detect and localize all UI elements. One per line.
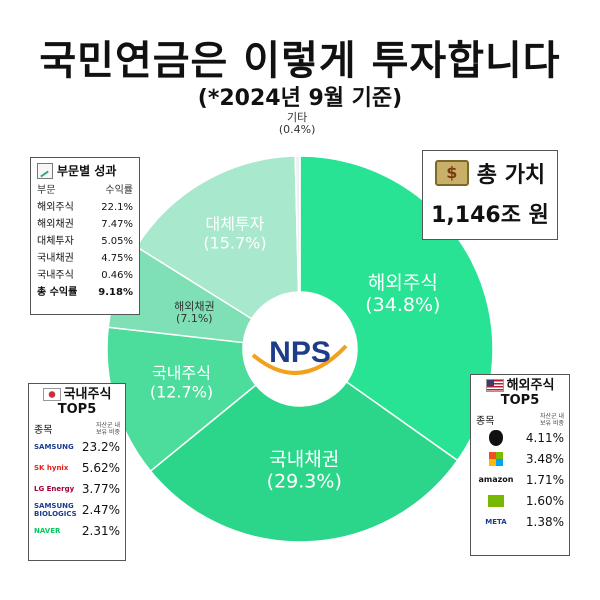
return: 7.47%	[101, 219, 133, 230]
samsung-logo: SAMSUNG	[34, 442, 74, 451]
sk-hynix-logo: SK hynix	[34, 463, 69, 472]
naver-logo: NAVER	[34, 526, 61, 535]
list-item: NAVER 2.31%	[34, 520, 120, 541]
page-subtitle: (*2024년 9월 기준)	[197, 86, 403, 111]
col-weight: 자산군 내 보유 비중	[540, 412, 564, 427]
performance-row: 해외주식 22.1%	[37, 199, 133, 216]
col-name: 종목	[34, 425, 53, 436]
microsoft-icon	[489, 451, 503, 466]
slice-label-value: (15.7%)	[203, 234, 266, 253]
weight: 3.77%	[81, 481, 120, 496]
total-value-header: $ 총 가치	[423, 157, 557, 189]
us-flag-icon	[485, 379, 504, 392]
korea-flag-icon	[42, 388, 61, 401]
slice-label-name: 해외채권	[174, 299, 214, 313]
list-item: LG Energy 3.77%	[34, 478, 120, 499]
return: 0.46%	[101, 270, 133, 281]
sector: 해외채권	[37, 219, 74, 230]
total-value-box: $ 총 가치 1,146조 원	[422, 150, 558, 240]
domestic-top5-box: 국내주식 TOP5 종목 자산군 내 보유 비중 SAMSUNG 23.2% SK…	[28, 383, 126, 561]
total-value: 9.18%	[98, 287, 133, 298]
weight: 23.2%	[81, 439, 120, 454]
weight: 2.31%	[81, 523, 120, 538]
performance-row: 해외채권 7.47%	[37, 216, 133, 233]
list-item: amazon 1.71%	[476, 469, 565, 490]
foreign-top5-columns: 종목 자산군 내 보유 비중	[476, 412, 564, 428]
slice-label-value: (0.4%)	[279, 123, 316, 136]
col-name: 종목	[476, 416, 495, 427]
sector: 국내주식	[37, 270, 74, 281]
slice-label-name: 국내채권	[269, 448, 339, 470]
slice-label-name: 대체투자	[206, 215, 265, 234]
total-value-amount: 1,146조 원	[431, 203, 549, 228]
nps-logo: NPS	[243, 292, 357, 406]
weight: 3.48%	[525, 451, 564, 466]
weight: 1.60%	[525, 493, 564, 508]
list-item: SAMSUNG BIOLOGICS 2.47%	[34, 499, 120, 520]
list-item: 3.48%	[476, 448, 564, 469]
foreign-top5-title: 해외주식	[506, 378, 555, 393]
sector: 대체투자	[37, 236, 74, 247]
performance-title: 부문별 성과	[57, 164, 117, 178]
performance-columns: 부문 수익률	[37, 182, 133, 199]
weight: 4.11%	[525, 430, 564, 445]
return: 22.1%	[101, 202, 133, 213]
performance-row: 국내채권 4.75%	[37, 250, 133, 267]
weight: 1.71%	[525, 472, 564, 487]
slice-label-value: (29.3%)	[267, 470, 342, 492]
foreign-top5-box: 해외주식 TOP5 종목 자산군 내 보유 비중 4.11% 3.48% amaz…	[470, 374, 570, 556]
page-title: 국민연금은 이렇게 투자합니다	[39, 38, 561, 84]
performance-header: 부문별 성과	[37, 162, 133, 179]
return: 5.05%	[101, 236, 133, 247]
list-item: 4.11%	[476, 427, 564, 448]
slice-label-name: 해외주식	[368, 272, 438, 294]
weight: 2.47%	[81, 502, 120, 517]
return: 4.75%	[101, 253, 133, 264]
domestic-top5-header: 국내주식 TOP5	[34, 387, 120, 417]
col-sector: 부문	[37, 185, 56, 196]
foreign-top5-subtitle: TOP5	[500, 393, 540, 408]
total-label: 총 수익률	[37, 287, 78, 298]
slice-label-value: (34.8%)	[365, 294, 440, 316]
list-item: SAMSUNG 23.2%	[34, 436, 120, 457]
list-item: SK hynix 5.62%	[34, 457, 120, 478]
list-item: 1.60%	[476, 490, 564, 511]
chart-up-icon	[37, 162, 53, 179]
foreign-top5-header: 해외주식 TOP5	[476, 378, 564, 408]
performance-total-row: 총 수익률 9.18%	[37, 284, 133, 301]
weight: 5.62%	[81, 460, 120, 475]
sector: 국내채권	[37, 253, 74, 264]
domestic-top5-columns: 종목 자산군 내 보유 비중	[34, 421, 120, 437]
list-item: META 1.38%	[476, 511, 564, 532]
performance-row: 대체투자 5.05%	[37, 233, 133, 250]
sector: 해외주식	[37, 202, 74, 213]
col-weight: 자산군 내 보유 비중	[96, 421, 120, 436]
samsung-biologics-logo: SAMSUNG BIOLOGICS	[34, 501, 77, 518]
performance-row: 국내주식 0.46%	[37, 267, 133, 284]
money-bag-icon: $	[434, 160, 469, 186]
apple-icon	[489, 429, 503, 446]
weight: 1.38%	[525, 514, 564, 529]
amazon-icon: amazon	[478, 475, 514, 484]
meta-icon: META	[485, 517, 507, 526]
slice-label-value: (7.1%)	[176, 312, 213, 325]
col-return: 수익률	[105, 185, 133, 196]
domestic-top5-subtitle: TOP5	[57, 402, 97, 417]
slice-label-name: 국내주식	[152, 363, 211, 382]
total-value-label: 총 가치	[476, 163, 546, 188]
performance-box: 부문별 성과 부문 수익률 해외주식 22.1% 해외채권 7.47% 대체투자…	[30, 157, 140, 315]
slice-label-name: 기타	[287, 111, 307, 124]
slice-label-value: (12.7%)	[150, 382, 213, 401]
nvidia-icon	[488, 494, 504, 507]
lg-energy-logo: LG Energy	[34, 484, 75, 493]
nps-logo-text: NPS	[269, 336, 331, 369]
domestic-top5-title: 국내주식	[63, 387, 112, 402]
